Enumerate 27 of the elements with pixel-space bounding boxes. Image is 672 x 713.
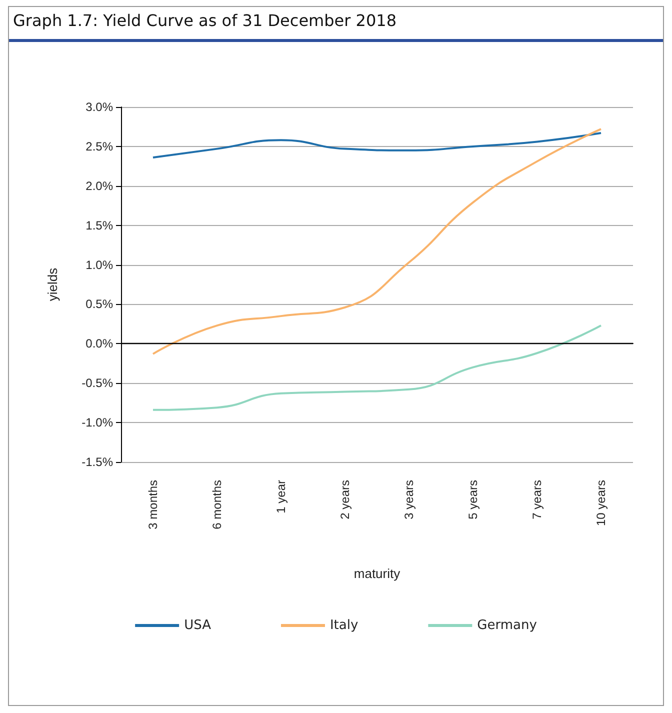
y-tick-label: -0.5%	[82, 376, 114, 390]
y-tick-label: 3.0%	[86, 100, 114, 114]
x-axis-title: maturity	[354, 566, 401, 581]
line-series	[152, 324, 602, 411]
y-tick-label: 1.5%	[86, 218, 114, 232]
y-tick-label: -1.0%	[82, 416, 114, 430]
legend-label: Germany	[477, 618, 538, 633]
x-tick-label: 6 months	[210, 480, 224, 530]
line-series	[152, 128, 602, 355]
legend-label: USA	[184, 618, 212, 633]
x-tick-label: 2 years	[338, 480, 352, 520]
x-tick-label: 10 years	[594, 480, 608, 526]
x-tick-label: 5 years	[466, 480, 480, 520]
y-axis-title: yields	[45, 267, 60, 302]
line-series	[152, 132, 602, 158]
x-tick-label: 3 months	[146, 480, 160, 530]
y-tick-label: 1.0%	[86, 258, 114, 272]
chart-title: Graph 1.7: Yield Curve as of 31 December 2018	[13, 11, 397, 30]
y-tick-label: 2.5%	[86, 139, 114, 154]
y-tick-label: 2.0%	[86, 178, 114, 193]
y-tick-label: 0.5%	[86, 297, 114, 312]
x-tick-label: 7 years	[530, 480, 544, 520]
y-tick-label: -1.5%	[82, 455, 114, 469]
legend-label: Italy	[330, 618, 358, 633]
x-tick-label: 1 year	[274, 480, 288, 514]
x-tick-label: 3 years	[402, 480, 416, 520]
y-tick-label: 0.0%	[86, 336, 114, 351]
